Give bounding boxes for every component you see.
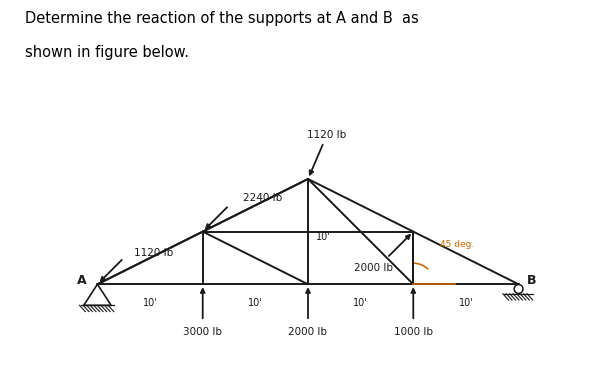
Text: 2240 lb: 2240 lb xyxy=(243,193,282,203)
Text: 1120 lb: 1120 lb xyxy=(307,130,347,140)
Text: 10': 10' xyxy=(458,298,473,308)
Text: 1000 lb: 1000 lb xyxy=(394,327,433,337)
Text: 2000 lb: 2000 lb xyxy=(354,264,393,273)
Text: 45 deg.: 45 deg. xyxy=(440,240,474,249)
Text: shown in figure below.: shown in figure below. xyxy=(25,45,188,60)
Text: 2000 lb: 2000 lb xyxy=(288,327,328,337)
Text: 10': 10' xyxy=(248,298,263,308)
Text: 10': 10' xyxy=(143,298,158,308)
Text: 10': 10' xyxy=(353,298,368,308)
Text: 3000 lb: 3000 lb xyxy=(183,327,222,337)
Text: Determine the reaction of the supports at A and B  as: Determine the reaction of the supports a… xyxy=(25,11,418,26)
Text: 10': 10' xyxy=(317,232,331,242)
Text: B: B xyxy=(527,274,536,287)
Text: A: A xyxy=(77,274,86,287)
Text: 1120 lb: 1120 lb xyxy=(134,248,174,258)
